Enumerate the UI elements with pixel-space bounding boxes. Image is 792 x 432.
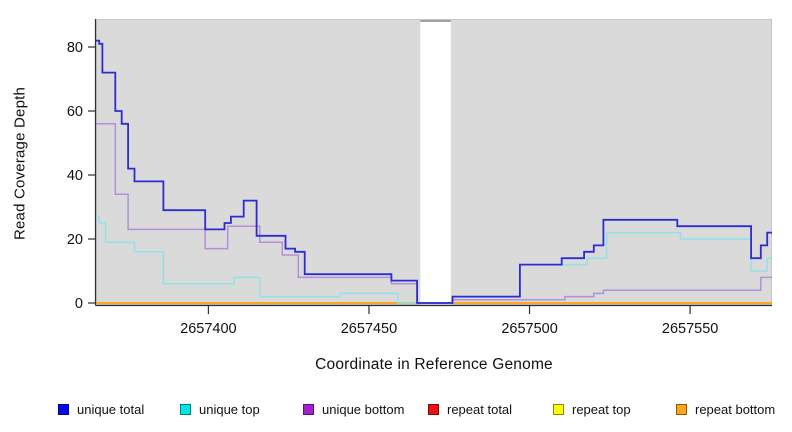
legend-label: unique total — [77, 401, 145, 417]
series-line-unique-top — [96, 215, 772, 304]
x-tick-label: 2657550 — [662, 321, 718, 337]
legend-label: repeat total — [447, 401, 513, 417]
y-tick-label: 0 — [75, 296, 83, 312]
legend-item-unique-bottom: unique bottom — [303, 399, 404, 419]
x-axis-title: Coordinate in Reference Genome — [315, 356, 553, 373]
legend-swatch-icon — [180, 403, 191, 415]
legend-swatch-icon — [58, 403, 69, 415]
y-tick-label: 60 — [67, 104, 83, 120]
legend-swatch-icon — [428, 403, 439, 415]
series-line-unique-bottom — [96, 123, 772, 304]
x-tick-label: 2657450 — [341, 321, 397, 337]
series-group — [96, 39, 772, 304]
legend-item-unique-total: unique total — [58, 399, 144, 419]
legend-item-repeat-top: repeat top — [553, 399, 631, 419]
y-tick-label: 20 — [67, 232, 83, 248]
legend: unique total unique top unique bottom repea… — [0, 399, 792, 423]
y-axis-title: Read Coverage Depth — [11, 86, 29, 241]
y-tick-label: 80 — [67, 40, 83, 56]
legend-item-unique-top: unique top — [180, 399, 260, 419]
legend-swatch-icon — [676, 403, 687, 415]
legend-label: repeat top — [572, 401, 631, 417]
panel-border — [96, 19, 772, 305]
legend-item-repeat-total: repeat total — [428, 399, 512, 419]
x-tick-label: 2657500 — [501, 321, 557, 337]
series-line-unique-total — [96, 39, 772, 304]
masked-region — [420, 20, 451, 305]
legend-item-repeat-bottom: repeat bottom — [676, 399, 775, 419]
legend-swatch-icon — [553, 403, 564, 415]
x-tick-label: 2657400 — [180, 321, 236, 337]
legend-swatch-icon — [303, 403, 314, 415]
legend-label: repeat bottom — [695, 401, 776, 417]
legend-label: unique bottom — [322, 401, 405, 417]
y-tick-label: 40 — [67, 168, 83, 184]
legend-label: unique top — [199, 401, 260, 417]
